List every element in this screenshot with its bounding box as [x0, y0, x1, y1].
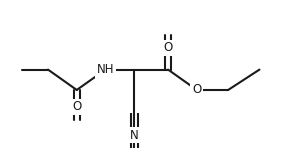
Text: O: O [192, 83, 201, 97]
Text: O: O [164, 41, 173, 54]
Text: O: O [72, 100, 82, 113]
Text: NH: NH [97, 63, 114, 76]
Text: N: N [130, 129, 139, 142]
